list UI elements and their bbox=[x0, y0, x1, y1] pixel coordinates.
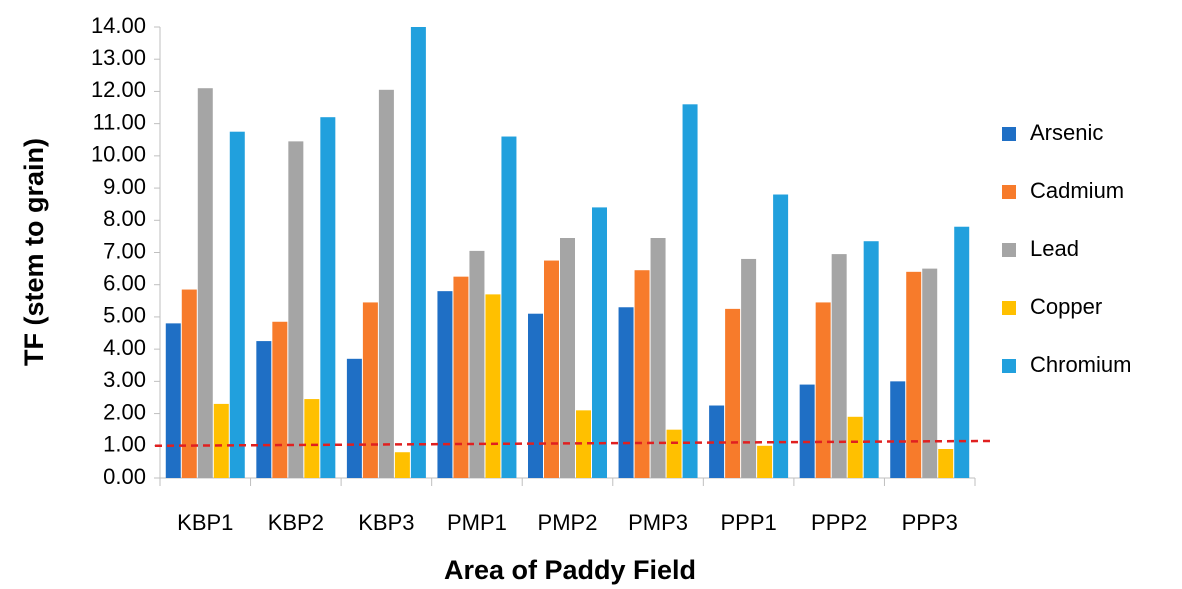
x-tick-label: PMP1 bbox=[447, 510, 507, 535]
bar bbox=[528, 313, 543, 478]
y-tick-label: 7.00 bbox=[103, 238, 146, 263]
y-axis-title: TF (stem to grain) bbox=[19, 138, 49, 366]
bar bbox=[757, 445, 773, 478]
x-tick-label: KBP2 bbox=[268, 510, 324, 535]
x-axis-title: Area of Paddy Field bbox=[444, 555, 696, 585]
bar bbox=[906, 271, 922, 478]
bar bbox=[592, 207, 607, 478]
bar bbox=[485, 294, 501, 478]
bar bbox=[847, 416, 863, 478]
legend-swatch bbox=[1002, 127, 1016, 141]
bar bbox=[213, 403, 229, 478]
bar bbox=[799, 384, 815, 478]
legend-label: Arsenic bbox=[1030, 120, 1103, 145]
bar bbox=[394, 452, 410, 478]
bar bbox=[954, 226, 970, 478]
y-tick-label: 9.00 bbox=[103, 174, 146, 199]
x-tick-label: PPP3 bbox=[902, 510, 958, 535]
bar bbox=[709, 405, 725, 478]
bar bbox=[725, 308, 741, 478]
x-tick-label: PPP1 bbox=[720, 510, 776, 535]
bar bbox=[288, 141, 304, 478]
y-tick-label: 2.00 bbox=[103, 399, 146, 424]
bar bbox=[741, 258, 757, 478]
y-tick-label: 5.00 bbox=[103, 303, 146, 328]
y-tick-label: 6.00 bbox=[103, 271, 146, 296]
bar bbox=[922, 268, 938, 478]
bar bbox=[229, 131, 245, 479]
bar bbox=[181, 289, 197, 478]
bar bbox=[773, 194, 789, 478]
y-tick-label: 12.00 bbox=[91, 77, 146, 102]
x-tick-label: PMP2 bbox=[538, 510, 598, 535]
y-tick-label: 3.00 bbox=[103, 367, 146, 392]
bar bbox=[453, 276, 469, 478]
bar bbox=[410, 27, 426, 478]
x-tick-label: KBP1 bbox=[177, 510, 233, 535]
bar bbox=[165, 323, 181, 478]
legend-swatch bbox=[1002, 243, 1016, 257]
x-tick-label: PMP3 bbox=[628, 510, 688, 535]
bar bbox=[682, 104, 698, 479]
bar bbox=[576, 410, 591, 478]
y-tick-label: 0.00 bbox=[103, 464, 146, 489]
bar bbox=[666, 429, 682, 478]
bar bbox=[938, 449, 954, 478]
bar bbox=[831, 254, 847, 478]
y-tick-label: 1.00 bbox=[103, 432, 146, 457]
bar bbox=[890, 381, 906, 478]
bar bbox=[272, 321, 288, 478]
legend-label: Lead bbox=[1030, 236, 1079, 261]
legend-label: Chromium bbox=[1030, 352, 1131, 377]
bar bbox=[346, 358, 362, 478]
y-tick-label: 4.00 bbox=[103, 335, 146, 360]
y-tick-label: 13.00 bbox=[91, 45, 146, 70]
legend-label: Copper bbox=[1030, 294, 1102, 319]
bar bbox=[437, 291, 453, 478]
bar bbox=[501, 136, 517, 478]
bar bbox=[560, 238, 575, 478]
bar bbox=[618, 307, 634, 478]
x-tick-label: KBP3 bbox=[358, 510, 414, 535]
y-tick-label: 10.00 bbox=[91, 142, 146, 167]
legend-swatch bbox=[1002, 301, 1016, 315]
legend-swatch bbox=[1002, 359, 1016, 373]
y-tick-label: 11.00 bbox=[93, 109, 146, 134]
y-tick-label: 8.00 bbox=[103, 206, 146, 231]
bar bbox=[362, 302, 378, 478]
bar bbox=[256, 341, 272, 478]
bar bbox=[863, 241, 879, 478]
bar bbox=[320, 117, 336, 478]
legend-label: Cadmium bbox=[1030, 178, 1124, 203]
bar bbox=[378, 89, 394, 478]
bar bbox=[634, 270, 650, 478]
bar bbox=[197, 88, 213, 478]
bar bbox=[544, 260, 559, 478]
y-tick-label: 14.00 bbox=[91, 13, 146, 38]
x-tick-label: PPP2 bbox=[811, 510, 867, 535]
bar bbox=[650, 238, 666, 478]
legend-swatch bbox=[1002, 185, 1016, 199]
bar bbox=[304, 399, 320, 478]
bar bbox=[815, 302, 831, 478]
bar bbox=[469, 250, 485, 478]
